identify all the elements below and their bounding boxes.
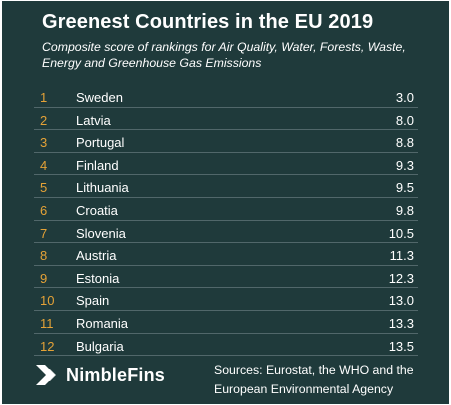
rank-cell: 6 [40, 202, 48, 218]
rank-cell: 2 [40, 112, 48, 128]
chevron-arrow-icon [36, 365, 56, 385]
table-row: 3 Portugal 8.8 [34, 130, 418, 153]
table-row: 2 Latvia 8.0 [34, 108, 418, 131]
table-row: 7 Slovenia 10.5 [34, 221, 418, 244]
score-cell: 3.0 [395, 90, 414, 105]
country-cell: Croatia [76, 202, 118, 218]
country-cell: Latvia [76, 112, 111, 128]
brand-logo: NimbleFins [34, 363, 165, 387]
table-row: 10 Spain 13.0 [34, 288, 418, 311]
source-note: Sources: Eurostat, the WHO and the Europ… [214, 363, 414, 396]
rank-cell: 4 [40, 157, 48, 173]
country-cell: Austria [76, 248, 117, 264]
chart-title: Greenest Countries in the EU 2019 [42, 11, 374, 33]
table-row: 4 Finland 9.3 [34, 153, 418, 176]
rank-cell: 1 [40, 90, 48, 105]
rank-cell: 7 [40, 225, 48, 241]
table-row: 11 Romania 13.3 [34, 311, 418, 334]
score-cell: 13.5 [388, 338, 414, 354]
country-cell: Finland [76, 157, 119, 173]
rank-cell: 12 [40, 338, 55, 354]
score-cell: 9.5 [395, 180, 414, 196]
rank-cell: 10 [40, 293, 55, 309]
score-cell: 11.3 [389, 248, 414, 264]
country-cell: Estonia [76, 270, 120, 286]
chart-subtitle: Composite score of rankings for Air Qual… [42, 40, 406, 70]
country-cell: Spain [76, 293, 110, 309]
brand-name: NimbleFins [66, 364, 166, 385]
country-cell: Sweden [76, 90, 123, 105]
table-row: 1 Sweden 3.0 [34, 85, 418, 108]
score-cell: 10.5 [388, 225, 414, 241]
score-cell: 12.3 [388, 270, 414, 286]
country-cell: Romania [76, 315, 129, 331]
score-cell: 8.0 [395, 112, 414, 128]
country-cell: Lithuania [76, 180, 129, 196]
score-cell: 8.8 [395, 135, 414, 151]
table-row: 8 Austria 11.3 [34, 243, 418, 266]
rank-cell: 8 [40, 248, 48, 264]
country-cell: Bulgaria [76, 338, 124, 354]
country-cell: Portugal [76, 135, 125, 151]
rank-cell: 9 [40, 270, 48, 286]
table-row: 9 Estonia 12.3 [34, 266, 418, 289]
score-cell: 9.8 [395, 202, 414, 218]
country-cell: Slovenia [76, 225, 126, 241]
table-row: 6 Croatia 9.8 [34, 198, 418, 221]
table-row: 5 Lithuania 9.5 [34, 175, 418, 198]
score-cell: 9.3 [395, 157, 414, 173]
rank-cell: 3 [40, 135, 48, 151]
rank-cell: 5 [40, 180, 48, 196]
ranking-table: 1 Sweden 3.0 2 Latvia 8.0 3 Portugal 8.8 4 Finland… [34, 85, 418, 357]
table-row: 12 Bulgaria 13.5 [34, 334, 418, 357]
score-cell: 13.3 [388, 315, 414, 331]
score-cell: 13.0 [388, 293, 414, 309]
rank-cell: 11 [40, 315, 54, 331]
